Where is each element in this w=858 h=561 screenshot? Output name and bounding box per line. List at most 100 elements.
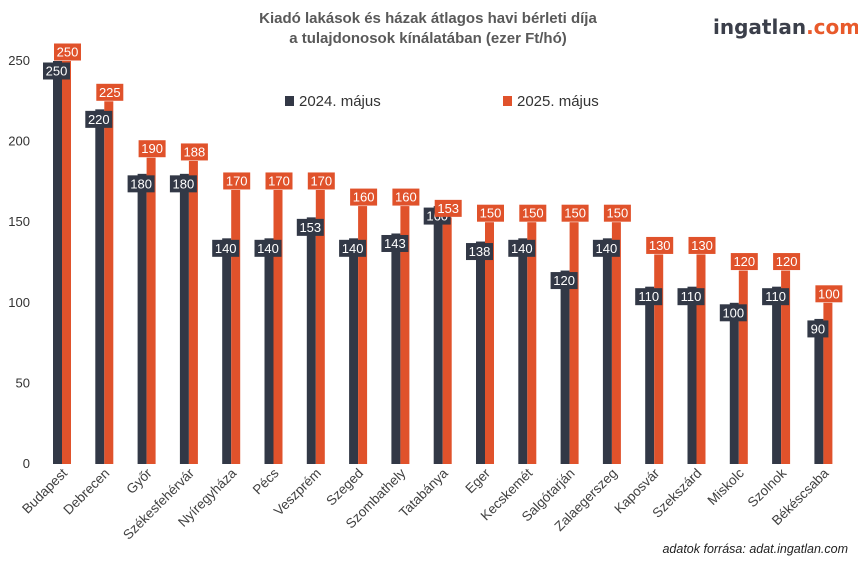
data-label-2025: 170 — [310, 173, 332, 188]
data-label-2025-box — [265, 172, 293, 190]
bar-2024 — [560, 270, 570, 464]
data-label-2024: 140 — [257, 241, 279, 256]
chart-title-line1: Kiadó lakások és házak átlagos havi bérl… — [259, 10, 597, 27]
data-label-2025-box — [350, 188, 378, 206]
data-label-2025-box — [561, 204, 589, 222]
y-tick-label: 150 — [8, 214, 30, 229]
bar-2024 — [264, 238, 274, 464]
data-label-2024: 143 — [384, 236, 406, 251]
bar-2025 — [273, 189, 283, 464]
category-label: Miskolc — [704, 465, 747, 508]
bar-2025 — [188, 160, 198, 464]
data-label-2024-box — [43, 62, 70, 80]
data-label-2024-box — [212, 239, 240, 257]
data-label-2024: 180 — [130, 176, 152, 191]
bar-2025 — [738, 270, 748, 464]
bar-2024 — [518, 238, 528, 464]
bar-2024 — [306, 217, 316, 464]
data-label-2025: 100 — [818, 286, 840, 301]
data-label-2024: 100 — [722, 305, 744, 320]
data-label-2024: 180 — [173, 176, 195, 191]
data-label-2025: 120 — [776, 254, 798, 269]
data-label-2025: 150 — [564, 206, 586, 221]
bar-2024 — [687, 286, 697, 464]
bar-2025 — [485, 222, 494, 464]
data-label-2025-box — [96, 83, 124, 101]
data-label-2024-box — [381, 234, 409, 252]
chart-title-line2: a tulajdonosok kínálatában (ezer Ft/hó) — [289, 30, 567, 47]
category-label: Győr — [123, 465, 155, 497]
data-label-2024: 110 — [638, 289, 659, 304]
y-tick-label: 0 — [23, 456, 30, 471]
data-label-2024-box — [296, 218, 324, 236]
data-label-2025: 153 — [437, 201, 459, 216]
data-label-2025: 160 — [353, 190, 375, 205]
bar-2024 — [729, 302, 739, 464]
bar-2025 — [611, 222, 621, 464]
data-label-2025: 225 — [99, 85, 121, 100]
bar-2024 — [772, 286, 782, 464]
y-tick-label: 250 — [8, 53, 30, 68]
data-label-2025-box — [603, 204, 631, 222]
bar-2025 — [358, 206, 368, 464]
data-label-2024-box — [592, 239, 620, 257]
data-label-2025-box — [519, 204, 547, 222]
data-label-2024: 90 — [811, 321, 825, 336]
data-label-2024: 110 — [681, 289, 702, 304]
data-label-2024: 120 — [553, 273, 575, 288]
bar-2024 — [137, 173, 147, 464]
data-label-2025-box — [180, 143, 208, 161]
bar-2025 — [823, 302, 833, 464]
logo-text-suffix: .com — [806, 15, 858, 39]
data-label-2025-box — [138, 140, 166, 158]
data-label-2024-box — [466, 243, 493, 261]
category-label: Szeged — [323, 466, 366, 509]
data-label-2024: 140 — [215, 241, 237, 256]
bar-2025 — [696, 254, 706, 464]
data-label-2024-box — [508, 239, 536, 257]
data-label-2024-box — [719, 304, 747, 322]
bar-2024 — [433, 206, 443, 464]
data-label-2025-box — [54, 43, 81, 61]
data-label-2025: 130 — [691, 238, 713, 253]
data-label-2025: 188 — [184, 144, 206, 159]
bar-2024 — [179, 173, 189, 464]
y-tick-label: 50 — [16, 375, 30, 390]
data-label-2025-box — [434, 199, 462, 217]
bar-2024 — [95, 109, 105, 465]
data-label-2025-box — [307, 172, 335, 190]
source-note: adatok forrása: adat.ingatlan.com — [662, 542, 848, 556]
category-label: Debrecen — [60, 466, 112, 518]
legend-label: 2024. május — [299, 93, 381, 110]
svg-text:ingatlan.com: ingatlan.com — [713, 15, 858, 39]
data-label-2024: 220 — [88, 112, 110, 127]
bar-2025 — [315, 189, 325, 464]
data-label-2024-box — [550, 272, 578, 290]
legend: 2024. május 2025. május — [285, 93, 599, 110]
category-label: Pécs — [250, 465, 282, 497]
logo: ingatlan.com — [713, 15, 858, 39]
bar-2025 — [781, 270, 791, 464]
bar-2025 — [569, 222, 579, 464]
bar-2025 — [146, 157, 156, 464]
data-label-2025: 120 — [733, 254, 755, 269]
bar-2025 — [231, 189, 241, 464]
bar-2024 — [814, 318, 824, 464]
data-label-2024-box — [677, 288, 705, 306]
category-label: Eger — [462, 465, 493, 496]
data-label-2025: 130 — [649, 238, 671, 253]
legend-swatch — [285, 96, 294, 106]
data-label-2025-box — [223, 172, 251, 190]
data-label-2025-box — [773, 253, 801, 271]
bar-2024 — [391, 233, 401, 464]
bar-2025 — [62, 61, 71, 464]
logo-text-main: ingatlan — [713, 15, 806, 39]
data-label-2025: 170 — [226, 173, 248, 188]
data-label-2024: 140 — [342, 241, 364, 256]
data-label-2025-box — [688, 236, 716, 254]
data-label-2024: 250 — [46, 64, 68, 79]
bar-2025 — [654, 254, 664, 464]
data-label-2025-box — [815, 285, 843, 303]
